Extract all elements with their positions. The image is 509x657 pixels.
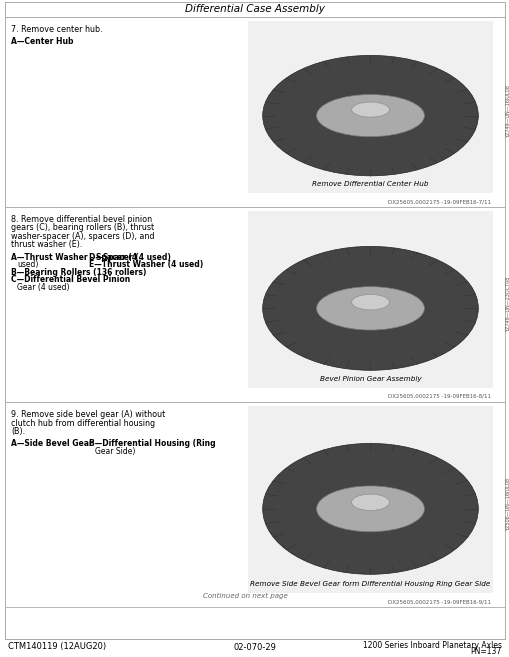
Text: Remove Differential Center Hub: Remove Differential Center Hub: [312, 181, 428, 187]
Text: 7. Remove center hub.: 7. Remove center hub.: [11, 25, 102, 34]
Text: B—Bearing Rollers (136 rollers): B—Bearing Rollers (136 rollers): [11, 268, 146, 277]
Ellipse shape: [351, 102, 388, 117]
Bar: [247, 211, 492, 388]
Text: A—Center Hub: A—Center Hub: [11, 37, 73, 47]
Ellipse shape: [351, 494, 388, 510]
Text: (B).: (B).: [11, 427, 25, 436]
Text: 9. Remove side bevel gear (A) without: 9. Remove side bevel gear (A) without: [11, 410, 165, 419]
Ellipse shape: [262, 55, 477, 176]
Ellipse shape: [316, 95, 423, 137]
Ellipse shape: [262, 246, 477, 371]
Ellipse shape: [351, 294, 388, 310]
Text: thrust washer (E).: thrust washer (E).: [11, 240, 82, 250]
Text: 02-070-29: 02-070-29: [233, 643, 276, 652]
Text: Gear (4 used): Gear (4 used): [17, 283, 69, 292]
Ellipse shape: [262, 443, 477, 574]
Text: A—Thrust Washer - Spacer (4: A—Thrust Washer - Spacer (4: [11, 253, 137, 262]
Text: clutch hub from differential housing: clutch hub from differential housing: [11, 419, 155, 428]
Text: Remove Side Bevel Gear form Differential Housing Ring Gear Side: Remove Side Bevel Gear form Differential…: [250, 581, 490, 587]
Text: 8. Remove differential bevel pinion: 8. Remove differential bevel pinion: [11, 215, 152, 224]
Text: Continued on next page: Continued on next page: [202, 593, 287, 599]
Text: Gear Side): Gear Side): [95, 447, 135, 456]
Text: D—Spacer (4 used): D—Spacer (4 used): [89, 253, 171, 262]
Bar: [5, 17, 504, 207]
Text: DX25605,0002175 -19-09FEB16-9/11: DX25605,0002175 -19-09FEB16-9/11: [387, 599, 490, 604]
Bar: [247, 21, 492, 193]
Ellipse shape: [316, 486, 423, 532]
Text: Differential Case Assembly: Differential Case Assembly: [185, 5, 324, 14]
Text: A—Side Bevel Gear: A—Side Bevel Gear: [11, 440, 93, 449]
Text: YZ506—UN—16JUL08: YZ506—UN—16JUL08: [505, 478, 509, 531]
Text: Bevel Pinion Gear Assembly: Bevel Pinion Gear Assembly: [319, 376, 420, 382]
Bar: [5, 402, 504, 607]
Text: washer-spacer (A), spacers (D), and: washer-spacer (A), spacers (D), and: [11, 232, 154, 241]
Text: CTM140119 (12AUG20): CTM140119 (12AUG20): [8, 643, 106, 652]
Text: B—Differential Housing (Ring: B—Differential Housing (Ring: [89, 440, 215, 449]
Text: DX25605,0002175 -19-09FEB16-8/11: DX25605,0002175 -19-09FEB16-8/11: [387, 394, 490, 399]
Text: PN=137: PN=137: [470, 648, 501, 656]
Text: YZ749—UN—23OCT08: YZ749—UN—23OCT08: [505, 277, 509, 332]
Text: used): used): [17, 260, 38, 269]
Text: C—Differential Bevel Pinion: C—Differential Bevel Pinion: [11, 275, 130, 284]
Bar: [5, 207, 504, 402]
Text: gears (C), bearing rollers (B), thrust: gears (C), bearing rollers (B), thrust: [11, 223, 154, 233]
Text: DX25605,0002175 -19-09FEB16-7/11: DX25605,0002175 -19-09FEB16-7/11: [387, 199, 490, 204]
Ellipse shape: [316, 286, 423, 330]
Text: YZ749—UN—16JUL08: YZ749—UN—16JUL08: [505, 85, 509, 139]
Bar: [247, 406, 492, 593]
Text: 1200 Series Inboard Planetary Axles: 1200 Series Inboard Planetary Axles: [362, 641, 501, 650]
Text: E—Thrust Washer (4 used): E—Thrust Washer (4 used): [89, 260, 203, 269]
